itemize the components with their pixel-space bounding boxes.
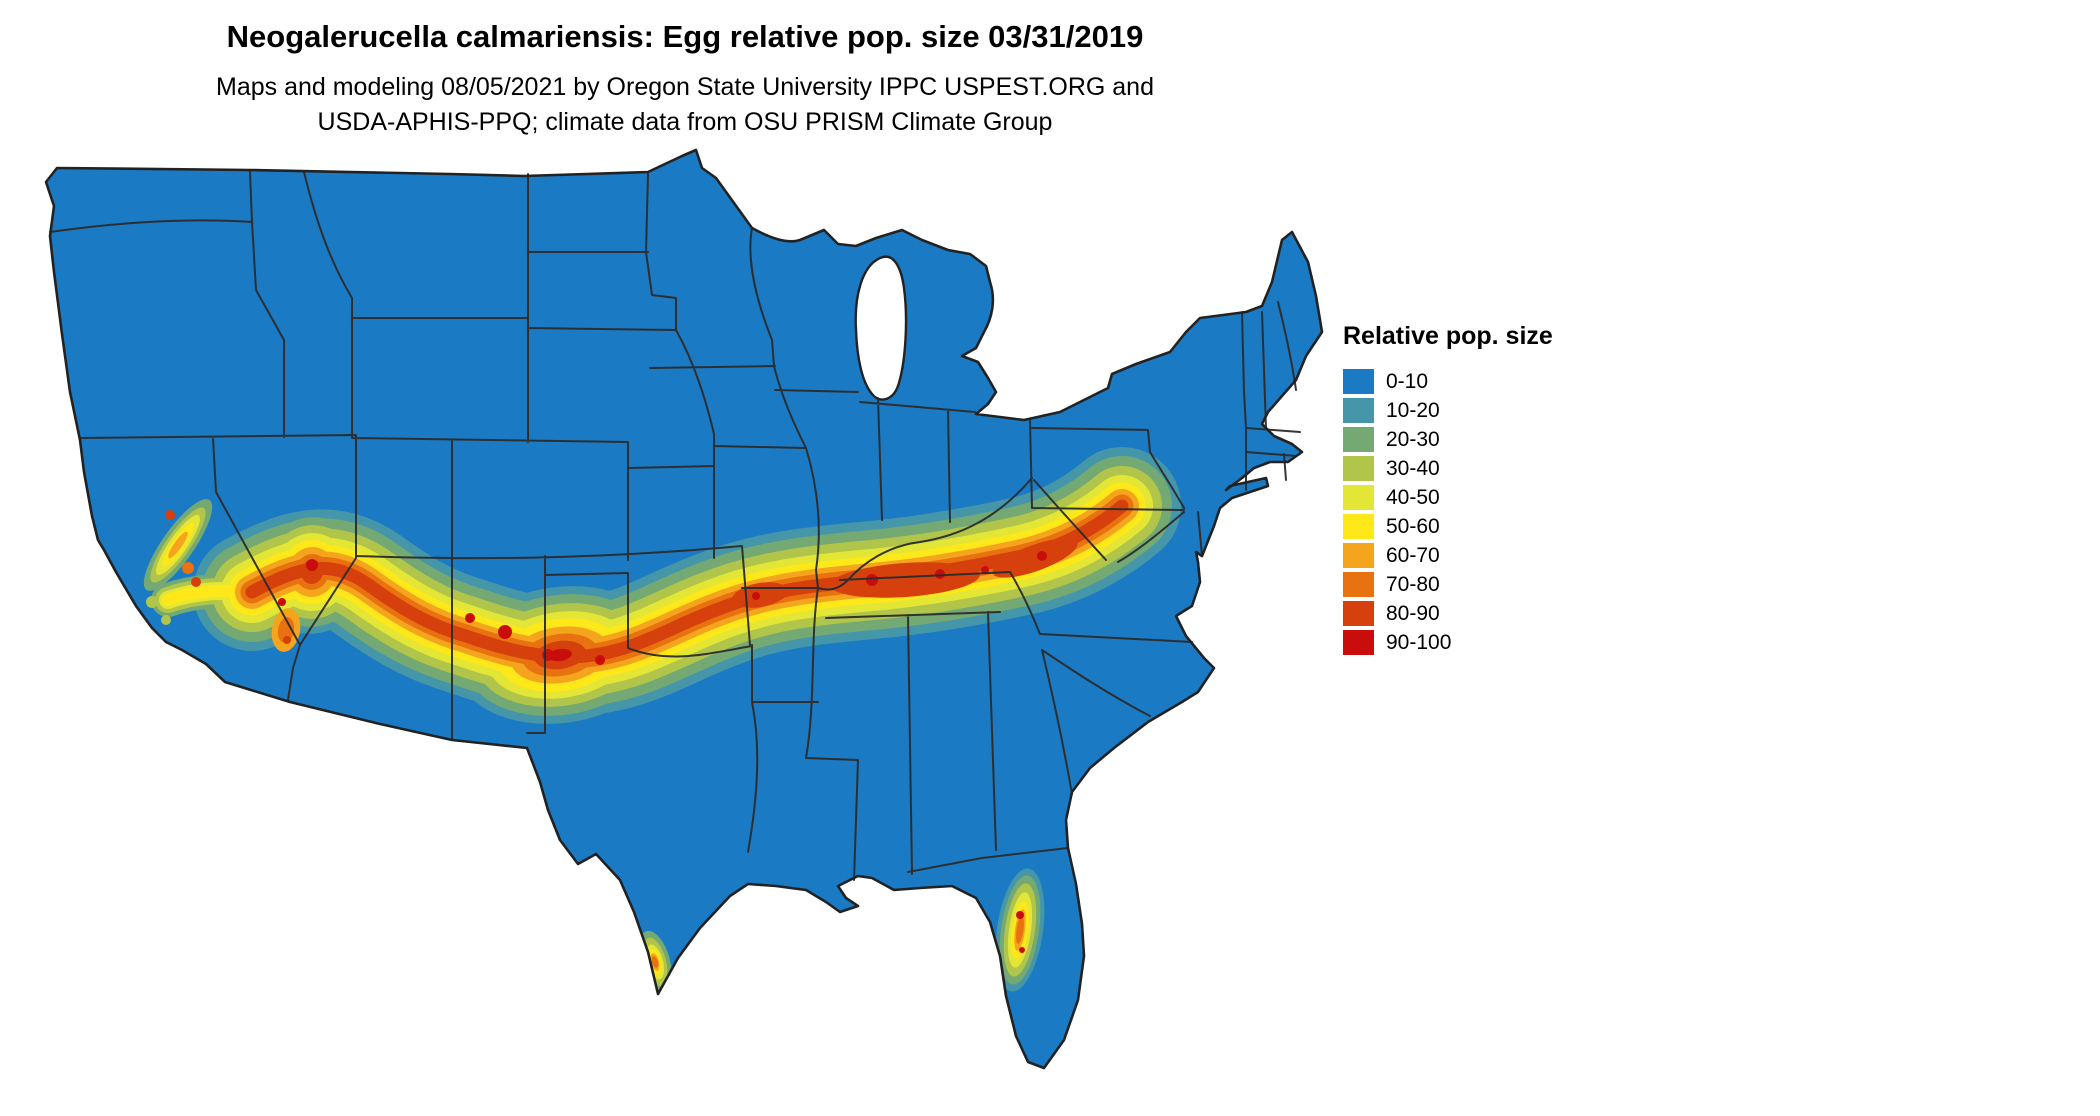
legend-swatch	[1343, 427, 1374, 452]
legend-entry: 70-80	[1343, 570, 1553, 599]
legend-entry: 40-50	[1343, 483, 1553, 512]
legend-label: 70-80	[1386, 572, 1440, 596]
legend-label: 60-70	[1386, 543, 1440, 567]
map-subtitle-line1: Maps and modeling 08/05/2021 by Oregon S…	[216, 73, 1154, 102]
legend-entry: 90-100	[1343, 628, 1553, 657]
state-borders	[49, 171, 1301, 881]
legend-entry: 60-70	[1343, 541, 1553, 570]
legend-label: 90-100	[1386, 630, 1452, 654]
legend-swatch	[1343, 514, 1374, 539]
legend-label: 40-50	[1386, 485, 1440, 509]
legend-label: 30-40	[1386, 456, 1440, 480]
legend-label: 0-10	[1386, 369, 1429, 393]
legend-entry: 80-90	[1343, 599, 1553, 628]
legend-label: 20-30	[1386, 427, 1440, 451]
legend-entry: 20-30	[1343, 425, 1553, 454]
legend: Relative pop. size 0-10 10-20 20-30 30-40 40…	[1343, 322, 1553, 657]
legend-title: Relative pop. size	[1343, 322, 1553, 350]
legend-label: 10-20	[1386, 398, 1440, 422]
legend-swatch	[1343, 485, 1374, 510]
heat-raster	[143, 447, 1181, 994]
legend-label: 80-90	[1386, 601, 1440, 625]
legend-entry: 50-60	[1343, 512, 1553, 541]
legend-entries: 0-10 10-20 20-30 30-40 40-50 50-60 60-70 70-80 8…	[1343, 367, 1553, 657]
legend-swatch	[1343, 369, 1374, 394]
map-title: Neogalerucella calmariensis: Egg relativ…	[226, 19, 1144, 54]
map-subtitle-line2: USDA-APHIS-PPQ; climate data from OSU PR…	[317, 107, 1053, 136]
legend-swatch	[1343, 398, 1374, 423]
legend-swatch	[1343, 456, 1374, 481]
legend-swatch	[1343, 572, 1374, 597]
lake-michigan	[854, 255, 908, 401]
legend-swatch	[1343, 630, 1374, 655]
legend-label: 50-60	[1386, 514, 1440, 538]
header: Neogalerucella calmariensis: Egg relativ…	[0, 18, 1370, 139]
legend-entry: 0-10	[1343, 367, 1553, 396]
us-outline	[44, 148, 1324, 1070]
legend-swatch	[1343, 543, 1374, 568]
legend-entry: 10-20	[1343, 396, 1553, 425]
legend-entry: 30-40	[1343, 454, 1553, 483]
legend-swatch	[1343, 601, 1374, 626]
